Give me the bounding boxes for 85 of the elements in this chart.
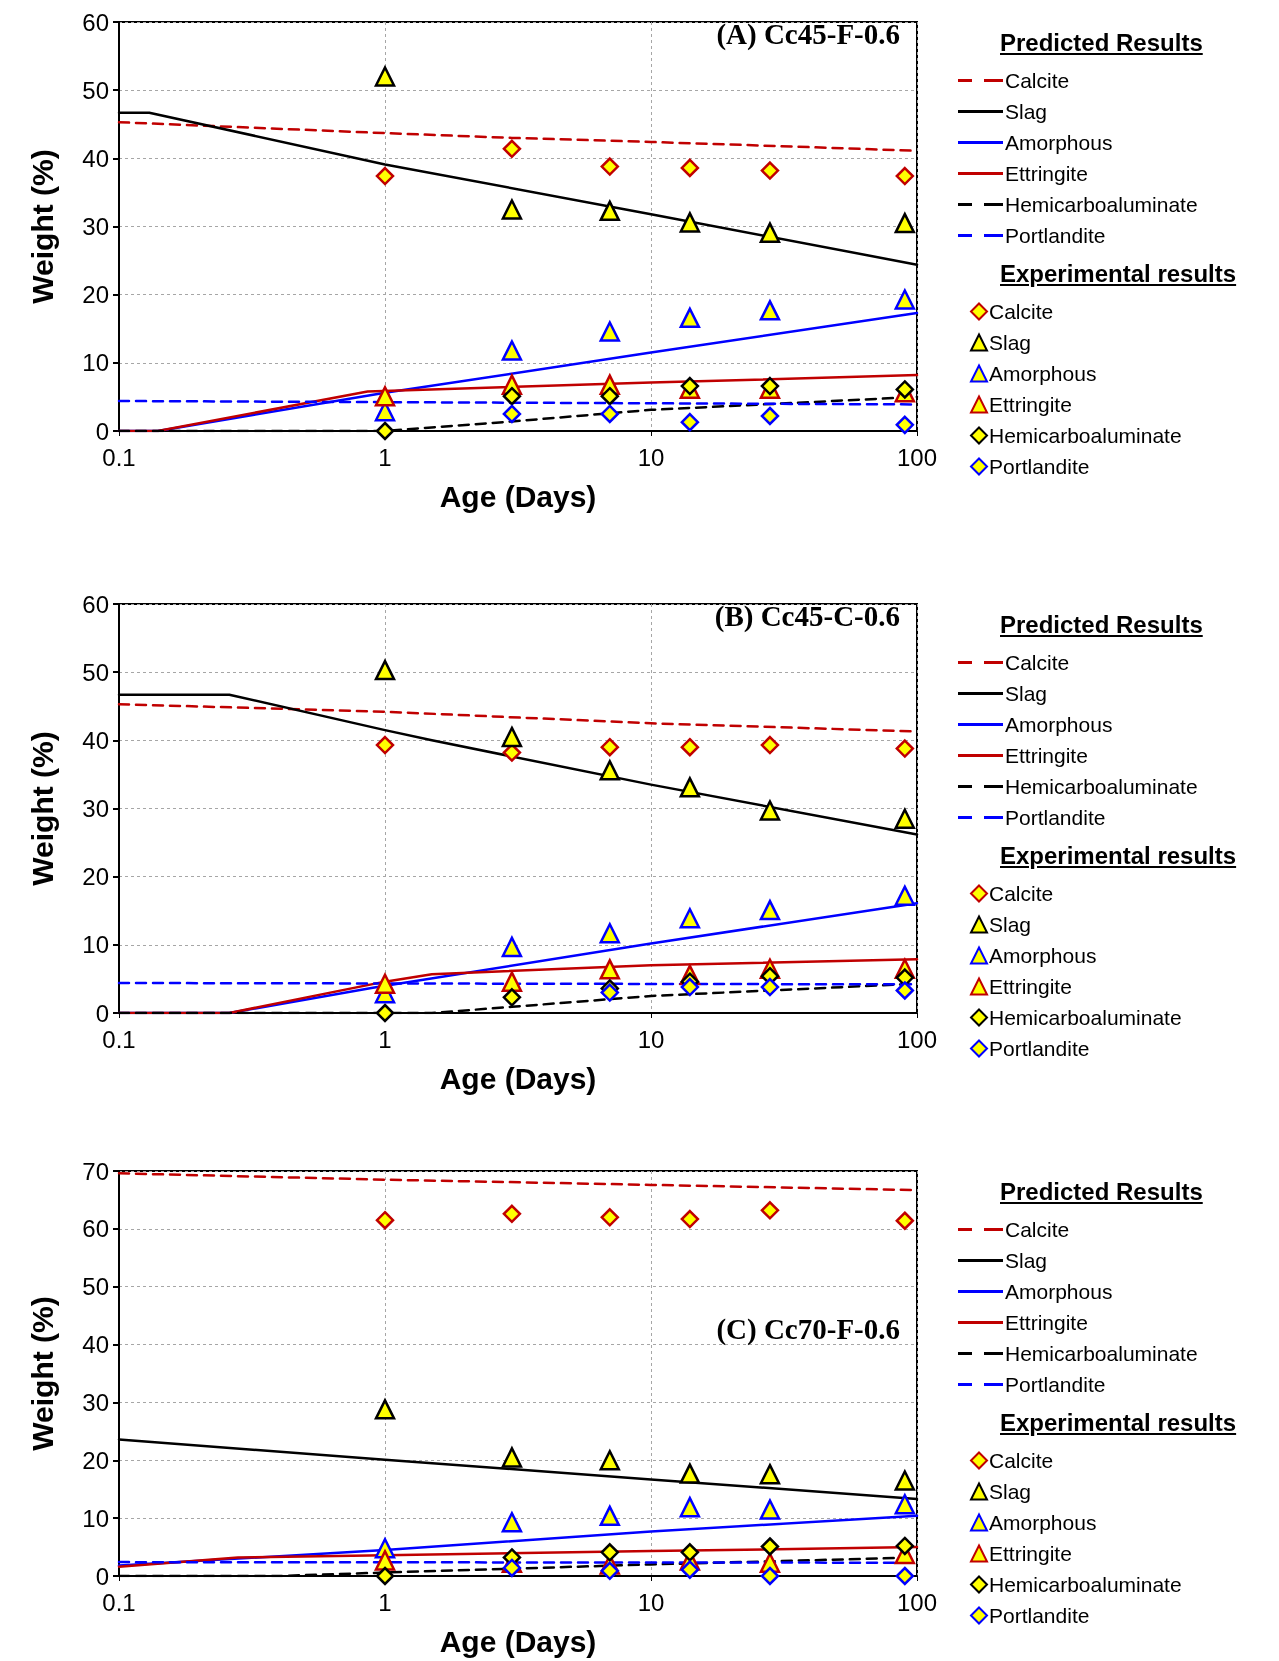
y-tick-label: 0 bbox=[95, 417, 109, 445]
y-tick-label: 10 bbox=[82, 931, 109, 959]
text: Experimental results bbox=[1000, 260, 1237, 288]
legend-label: Amorphous bbox=[1005, 1280, 1113, 1303]
x-tick-label: 0.1 bbox=[102, 1025, 136, 1053]
legend-label: Ettringite bbox=[989, 975, 1072, 998]
legend-label: Calcite bbox=[1005, 69, 1070, 92]
legend-label: Ettringite bbox=[989, 393, 1072, 416]
y-axis-title: Weight (%) bbox=[25, 149, 59, 304]
chart-title: (B) Cc45-C-0.6 bbox=[714, 599, 901, 633]
y-tick-label: 50 bbox=[82, 1273, 109, 1301]
y-tick-label: 40 bbox=[82, 144, 109, 172]
legend-label: Ettringite bbox=[1005, 1311, 1088, 1334]
legend-label: Ettringite bbox=[1005, 162, 1088, 185]
x-tick-label: 10 bbox=[637, 1025, 665, 1053]
legend-label: Slag bbox=[1005, 1249, 1048, 1272]
chart-title: (A) Cc45-F-0.6 bbox=[716, 17, 901, 51]
text: Experimental results bbox=[1000, 1409, 1237, 1437]
x-tick-label: 100 bbox=[896, 1588, 938, 1616]
legend-label: Ettringite bbox=[989, 1542, 1072, 1565]
y-tick-label: 20 bbox=[82, 1446, 109, 1474]
y-tick-label: 10 bbox=[82, 1504, 109, 1532]
y-axis-title: Weight (%) bbox=[25, 1296, 59, 1451]
legend-label: Hemicarboaluminate bbox=[1005, 1342, 1198, 1365]
y-tick-label: 20 bbox=[82, 863, 109, 891]
text: (C) Cc70-F-0.6 bbox=[716, 1312, 901, 1346]
x-axis-title: Age (Days) bbox=[439, 479, 597, 513]
x-axis-title: Age (Days) bbox=[439, 1061, 597, 1095]
legend-label: Slag bbox=[989, 913, 1032, 936]
legend-label: Portlandite bbox=[989, 1037, 1090, 1060]
legend-label: Calcite bbox=[1005, 1218, 1070, 1241]
x-tick-label: 1 bbox=[378, 443, 392, 471]
legend-label: Portlandite bbox=[1005, 224, 1106, 247]
legend-title: Predicted Results bbox=[1000, 611, 1203, 639]
legend-label: Slag bbox=[1005, 682, 1048, 705]
y-axis-title: Weight (%) bbox=[25, 731, 59, 886]
legend-label: Portlandite bbox=[989, 455, 1090, 478]
y-tick-label: 0 bbox=[95, 1562, 109, 1590]
y-tick-label: 30 bbox=[82, 213, 109, 240]
legend-label: Hemicarboaluminate bbox=[1005, 775, 1198, 798]
legend-label: Portlandite bbox=[1005, 1373, 1106, 1396]
x-tick-label: 100 bbox=[896, 443, 938, 471]
x-tick-label: 1 bbox=[378, 1588, 392, 1616]
x-axis-title: Age (Days) bbox=[439, 1624, 597, 1658]
legend-label: Hemicarboaluminate bbox=[989, 1573, 1182, 1596]
y-tick-label: 40 bbox=[82, 1331, 109, 1359]
y-tick-label: 70 bbox=[82, 1157, 109, 1185]
x-tick-label: 100 bbox=[896, 1025, 938, 1053]
legend-label: Calcite bbox=[989, 882, 1054, 905]
legend-label: Hemicarboaluminate bbox=[989, 1006, 1182, 1029]
y-tick-label: 0 bbox=[95, 999, 109, 1027]
legend-label: Hemicarboaluminate bbox=[989, 424, 1182, 447]
y-tick-label: 40 bbox=[82, 726, 109, 754]
y-tick-label: 10 bbox=[82, 349, 109, 377]
legend-title: Predicted Results bbox=[1000, 1178, 1203, 1206]
legend-label: Ettringite bbox=[1005, 744, 1088, 767]
legend-label: Slag bbox=[989, 331, 1032, 354]
y-tick-label: 30 bbox=[82, 795, 109, 822]
text: Experimental results bbox=[1000, 842, 1237, 870]
y-tick-label: 20 bbox=[82, 281, 109, 309]
y-tick-label: 60 bbox=[82, 590, 109, 618]
legend-label: Amorphous bbox=[1005, 131, 1113, 154]
legend-label: Hemicarboaluminate bbox=[1005, 193, 1198, 216]
legend-label: Amorphous bbox=[989, 944, 1097, 967]
y-tick-label: 50 bbox=[82, 76, 109, 104]
legend-label: Amorphous bbox=[989, 1511, 1097, 1534]
x-tick-label: 0.1 bbox=[102, 443, 136, 471]
y-tick-label: 60 bbox=[82, 8, 109, 36]
legend-label: Slag bbox=[1005, 100, 1048, 123]
x-tick-label: 10 bbox=[637, 443, 665, 471]
x-tick-label: 1 bbox=[378, 1025, 392, 1053]
legend-label: Slag bbox=[989, 1480, 1032, 1503]
legend-label: Portlandite bbox=[1005, 806, 1106, 829]
legend-label: Amorphous bbox=[989, 362, 1097, 385]
y-tick-label: 60 bbox=[82, 1215, 109, 1243]
legend-label: Portlandite bbox=[989, 1604, 1090, 1627]
y-tick-label: 30 bbox=[82, 1388, 109, 1416]
legend-label: Amorphous bbox=[1005, 713, 1113, 736]
legend-title: Predicted Results bbox=[1000, 29, 1203, 57]
legend-label: Calcite bbox=[989, 1449, 1054, 1472]
legend-label: Calcite bbox=[1005, 651, 1070, 674]
legend-label: Calcite bbox=[989, 300, 1054, 323]
x-tick-label: 10 bbox=[637, 1588, 665, 1616]
y-tick-label: 50 bbox=[82, 658, 109, 686]
x-tick-label: 0.1 bbox=[102, 1588, 136, 1616]
